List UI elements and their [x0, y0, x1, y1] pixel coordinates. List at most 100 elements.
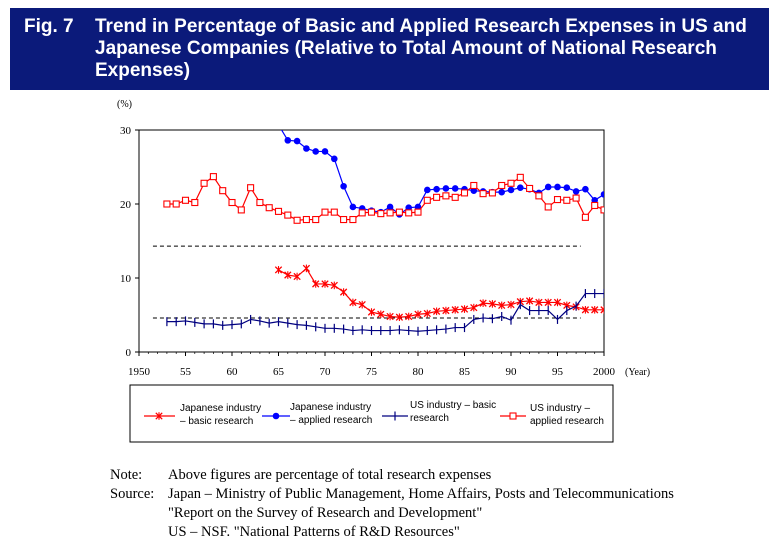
source-label: Source: [110, 486, 155, 502]
marker-square [321, 208, 329, 216]
marker-x [386, 312, 394, 321]
marker-circle [303, 145, 310, 152]
marker-x [414, 310, 422, 319]
x-tick-label: 2000 [593, 366, 616, 378]
marker-square [340, 215, 348, 224]
legend-item-us-basic: US industry – basic research [382, 400, 496, 424]
marker-square [414, 208, 422, 216]
marker-circle [276, 122, 282, 128]
marker-square [405, 209, 413, 217]
legend-label: applied research [530, 416, 604, 427]
marker-circle [321, 148, 329, 155]
marker-square [470, 181, 478, 190]
marker-square [600, 206, 604, 214]
marker-square [191, 198, 199, 207]
marker-x [479, 299, 487, 307]
notes-block: Note: Above figures are percentage of to… [110, 466, 674, 542]
marker-square [460, 189, 469, 197]
marker-circle [284, 137, 292, 144]
marker-square [516, 173, 524, 181]
marker-circle [600, 191, 604, 198]
legend-marker-x [155, 412, 163, 420]
marker-square [293, 216, 301, 224]
marker-x [451, 306, 459, 314]
marker-x [395, 313, 404, 322]
note-row: Note: Above figures are percentage of to… [110, 466, 674, 485]
marker-circle [340, 182, 347, 190]
marker-square [163, 200, 171, 208]
marker-square [544, 203, 552, 211]
series-us-basic [166, 289, 604, 336]
marker-x [432, 307, 441, 316]
marker-square [367, 208, 376, 216]
marker-x [544, 298, 552, 307]
source-row: Source: Japan – Ministry of Public Manag… [110, 485, 674, 504]
marker-square [423, 196, 431, 204]
marker-circle [554, 183, 561, 191]
marker-square [395, 208, 403, 216]
marker-x [405, 312, 413, 321]
marker-square [479, 190, 487, 198]
marker-x [339, 288, 348, 296]
marker-circle [563, 184, 571, 192]
legend-label: – applied research [290, 415, 372, 426]
marker-square [377, 210, 385, 218]
marker-square [563, 196, 571, 204]
marker-x [460, 305, 469, 313]
note-label: Note: [110, 467, 143, 483]
series-group [163, 122, 604, 336]
series-line [278, 267, 604, 318]
marker-circle [272, 412, 280, 420]
marker-circle [442, 185, 450, 192]
marker-square [274, 207, 283, 215]
marker-square [442, 192, 450, 200]
marker-square [358, 209, 366, 217]
x-tick-label: 85 [459, 366, 471, 378]
legend-item-us-applied: US industry – applied research [500, 403, 604, 427]
marker-x [330, 281, 338, 290]
marker-square [591, 201, 599, 210]
marker-square [349, 215, 357, 224]
marker-x [293, 272, 301, 281]
legend-label: Japanese industry [290, 402, 371, 413]
marker-circle [544, 183, 552, 191]
marker-x [321, 280, 329, 288]
source-line-1: Japan – Ministry of Public Management, H… [168, 486, 674, 502]
marker-x [155, 412, 163, 420]
marker-square [247, 184, 255, 192]
marker-x [581, 306, 590, 314]
marker-square [386, 209, 394, 217]
marker-circle [386, 203, 394, 211]
axes [135, 129, 605, 356]
x-tick-label: 90 [506, 366, 518, 378]
marker-square [209, 173, 217, 181]
legend-label: research [410, 413, 449, 424]
marker-x [498, 301, 506, 310]
marker-square [312, 215, 320, 224]
marker-circle [582, 185, 589, 193]
marker-x [507, 300, 515, 309]
marker-square [172, 200, 180, 208]
marker-x [470, 303, 478, 312]
marker-x [488, 300, 497, 308]
marker-x [600, 306, 604, 314]
marker-x [358, 300, 366, 309]
legend-box [129, 384, 614, 443]
marker-x [312, 280, 320, 288]
source-row: "Report on the Survey of Research and De… [110, 504, 674, 523]
legend-marker-square [509, 412, 517, 420]
marker-square [219, 187, 227, 195]
marker-square [200, 179, 208, 187]
marker-circle [331, 155, 338, 163]
marker-circle [424, 186, 431, 194]
marker-circle [507, 186, 515, 194]
x-tick-label: 70 [320, 366, 332, 378]
marker-square [507, 179, 515, 187]
figure-title: Trend in Percentage of Basic and Applied… [95, 16, 747, 81]
source-line-2: "Report on the Survey of Research and De… [168, 505, 483, 521]
legend-item-jp-basic: Japanese industry – basic research [144, 403, 261, 427]
marker-square [451, 193, 459, 201]
marker-x [423, 309, 431, 318]
marker-square [572, 194, 580, 202]
marker-x [349, 298, 357, 307]
